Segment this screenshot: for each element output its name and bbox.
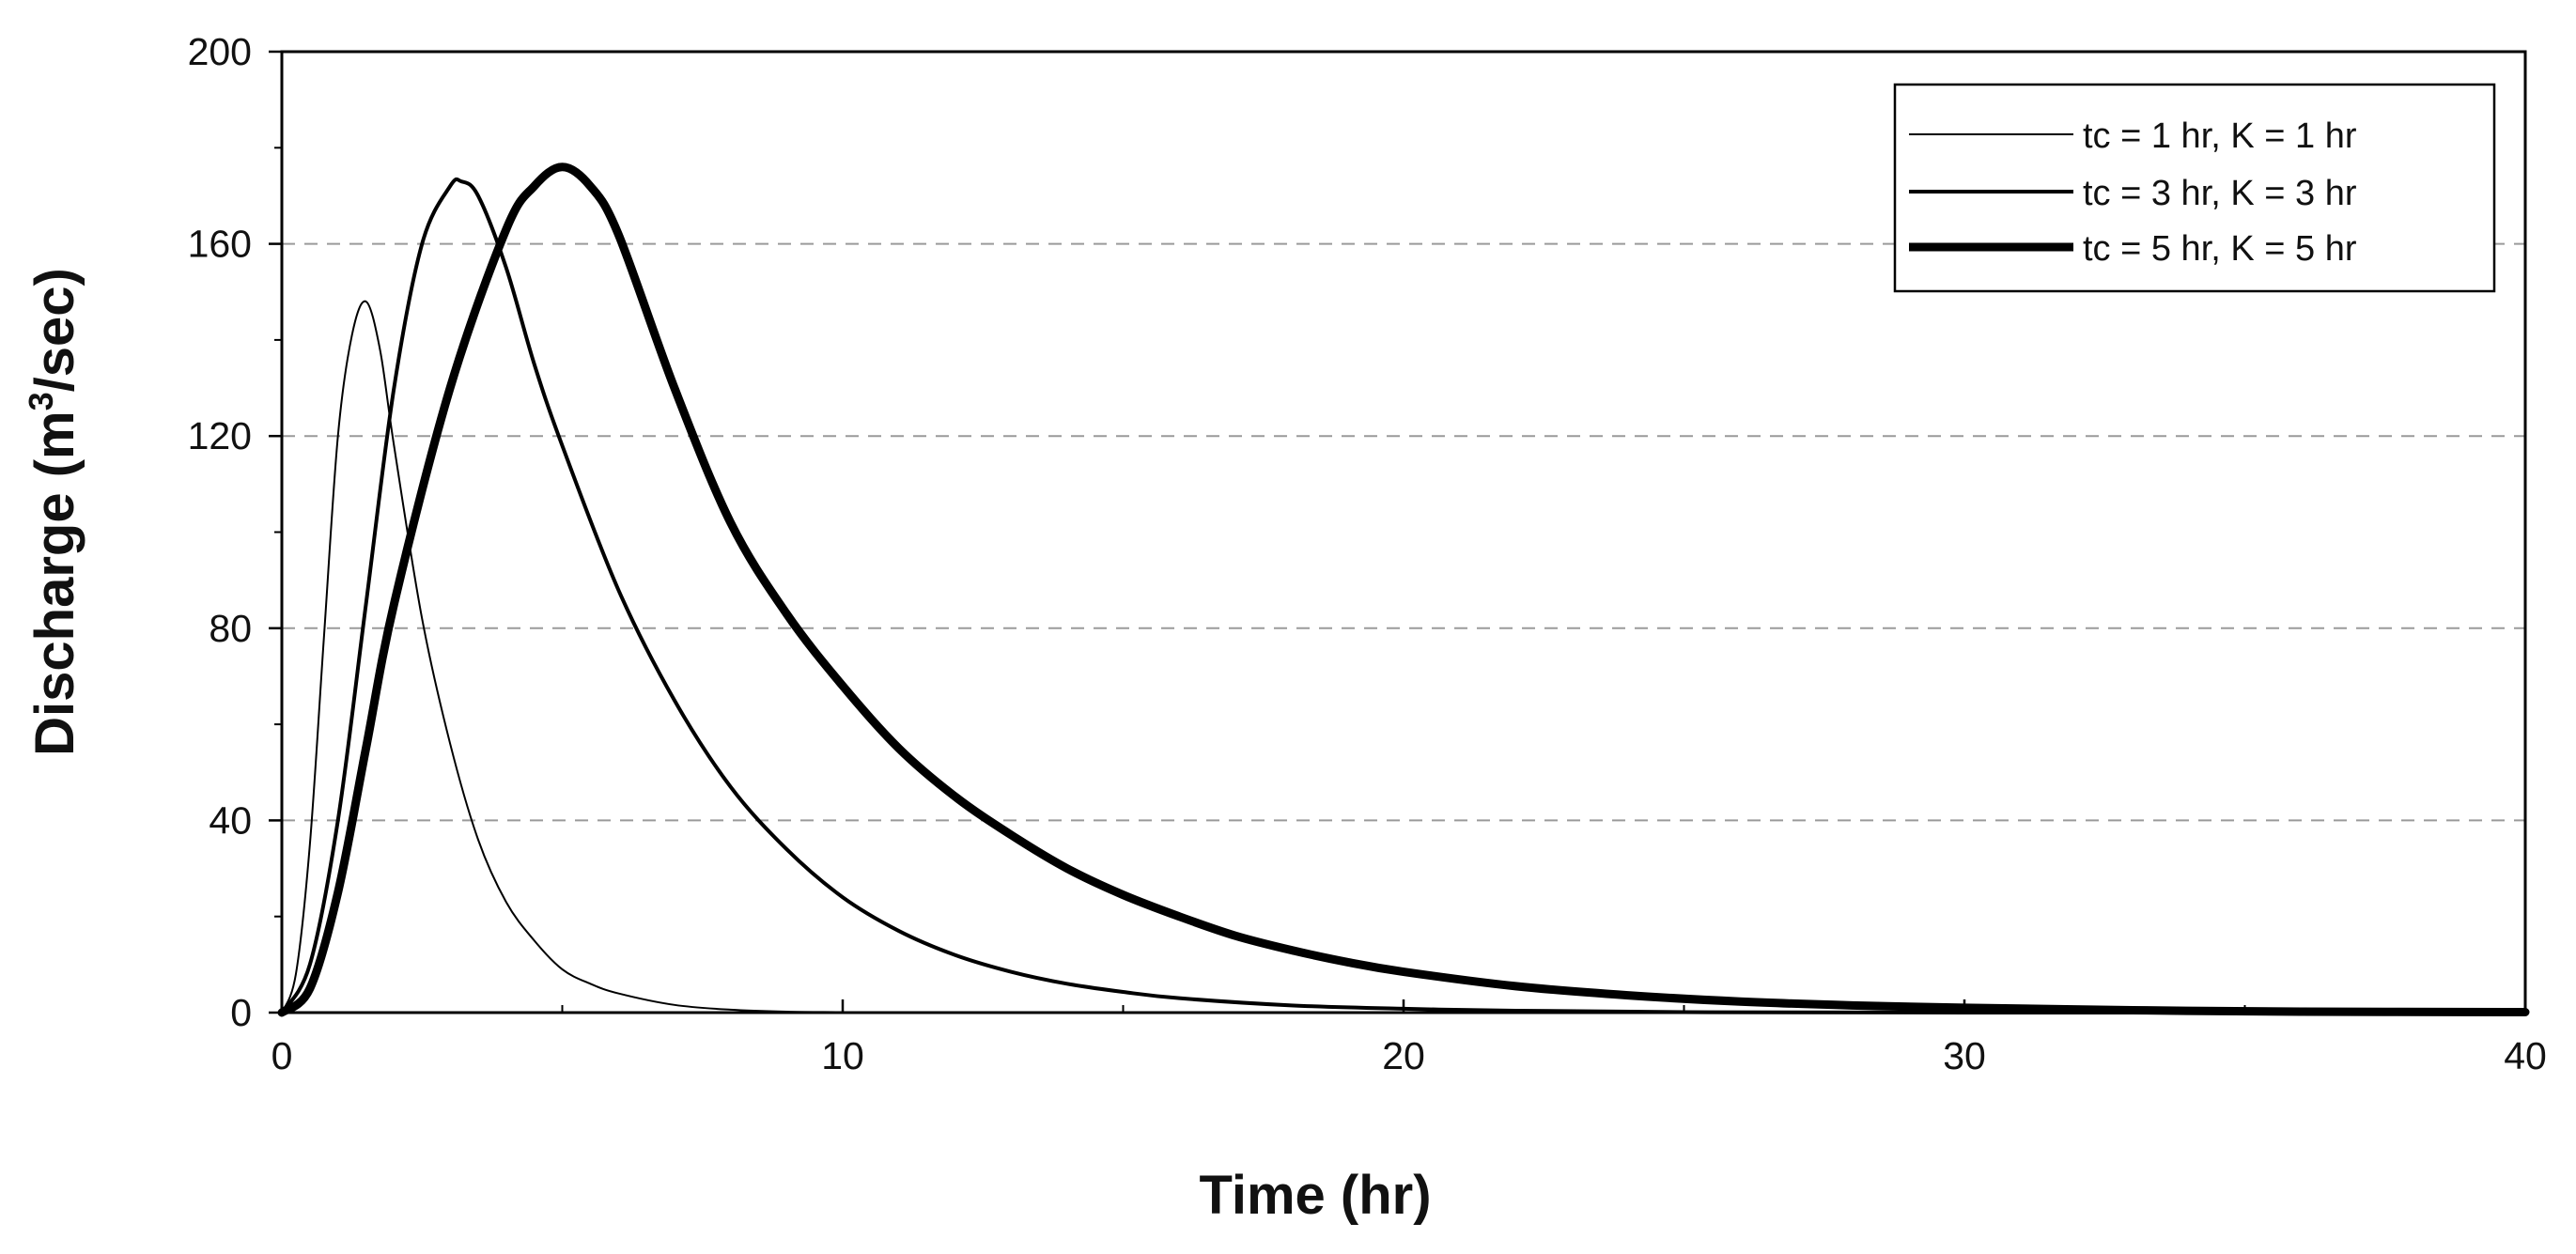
x-tick-label-0: 0 — [272, 1034, 293, 1077]
x-axis-title: Time (hr) — [1199, 1165, 1431, 1226]
y-tick-label-120: 120 — [188, 414, 252, 457]
series-line-tc3 — [280, 177, 2527, 1015]
x-tick-label-40: 40 — [2504, 1034, 2547, 1077]
y-axis-title: Discharge (m3/sec) — [22, 268, 85, 756]
legend: tc = 1 hr, K = 1 hr tc = 3 hr, K = 3 hr … — [1893, 83, 2496, 293]
y-axis-title-superscript: 3 — [22, 392, 60, 410]
x-tick-labels: 0 10 20 30 40 — [272, 1034, 2547, 1077]
legend-box — [1893, 83, 2496, 293]
y-tick-label-0: 0 — [230, 991, 252, 1034]
legend-label-tc3: tc = 3 hr, K = 3 hr — [2083, 174, 2357, 213]
x-tick-label-10: 10 — [821, 1034, 864, 1077]
y-tick-label-40: 40 — [209, 798, 252, 842]
grid-lines — [282, 242, 2525, 822]
x-tick-label-30: 30 — [1943, 1034, 1986, 1077]
legend-label-tc5: tc = 5 hr, K = 5 hr — [2083, 229, 2357, 269]
y-tick-label-200: 200 — [188, 30, 252, 73]
y-tick-label-160: 160 — [188, 223, 252, 266]
y-tick-label-80: 80 — [209, 607, 252, 650]
series-line-tc5 — [277, 163, 2530, 1017]
plot-frame — [280, 50, 2527, 1014]
x-tick-label-20: 20 — [1382, 1034, 1425, 1077]
y-tick-labels: 0 40 80 120 160 200 — [188, 30, 252, 1034]
legend-label-tc1: tc = 1 hr, K = 1 hr — [2083, 116, 2357, 156]
